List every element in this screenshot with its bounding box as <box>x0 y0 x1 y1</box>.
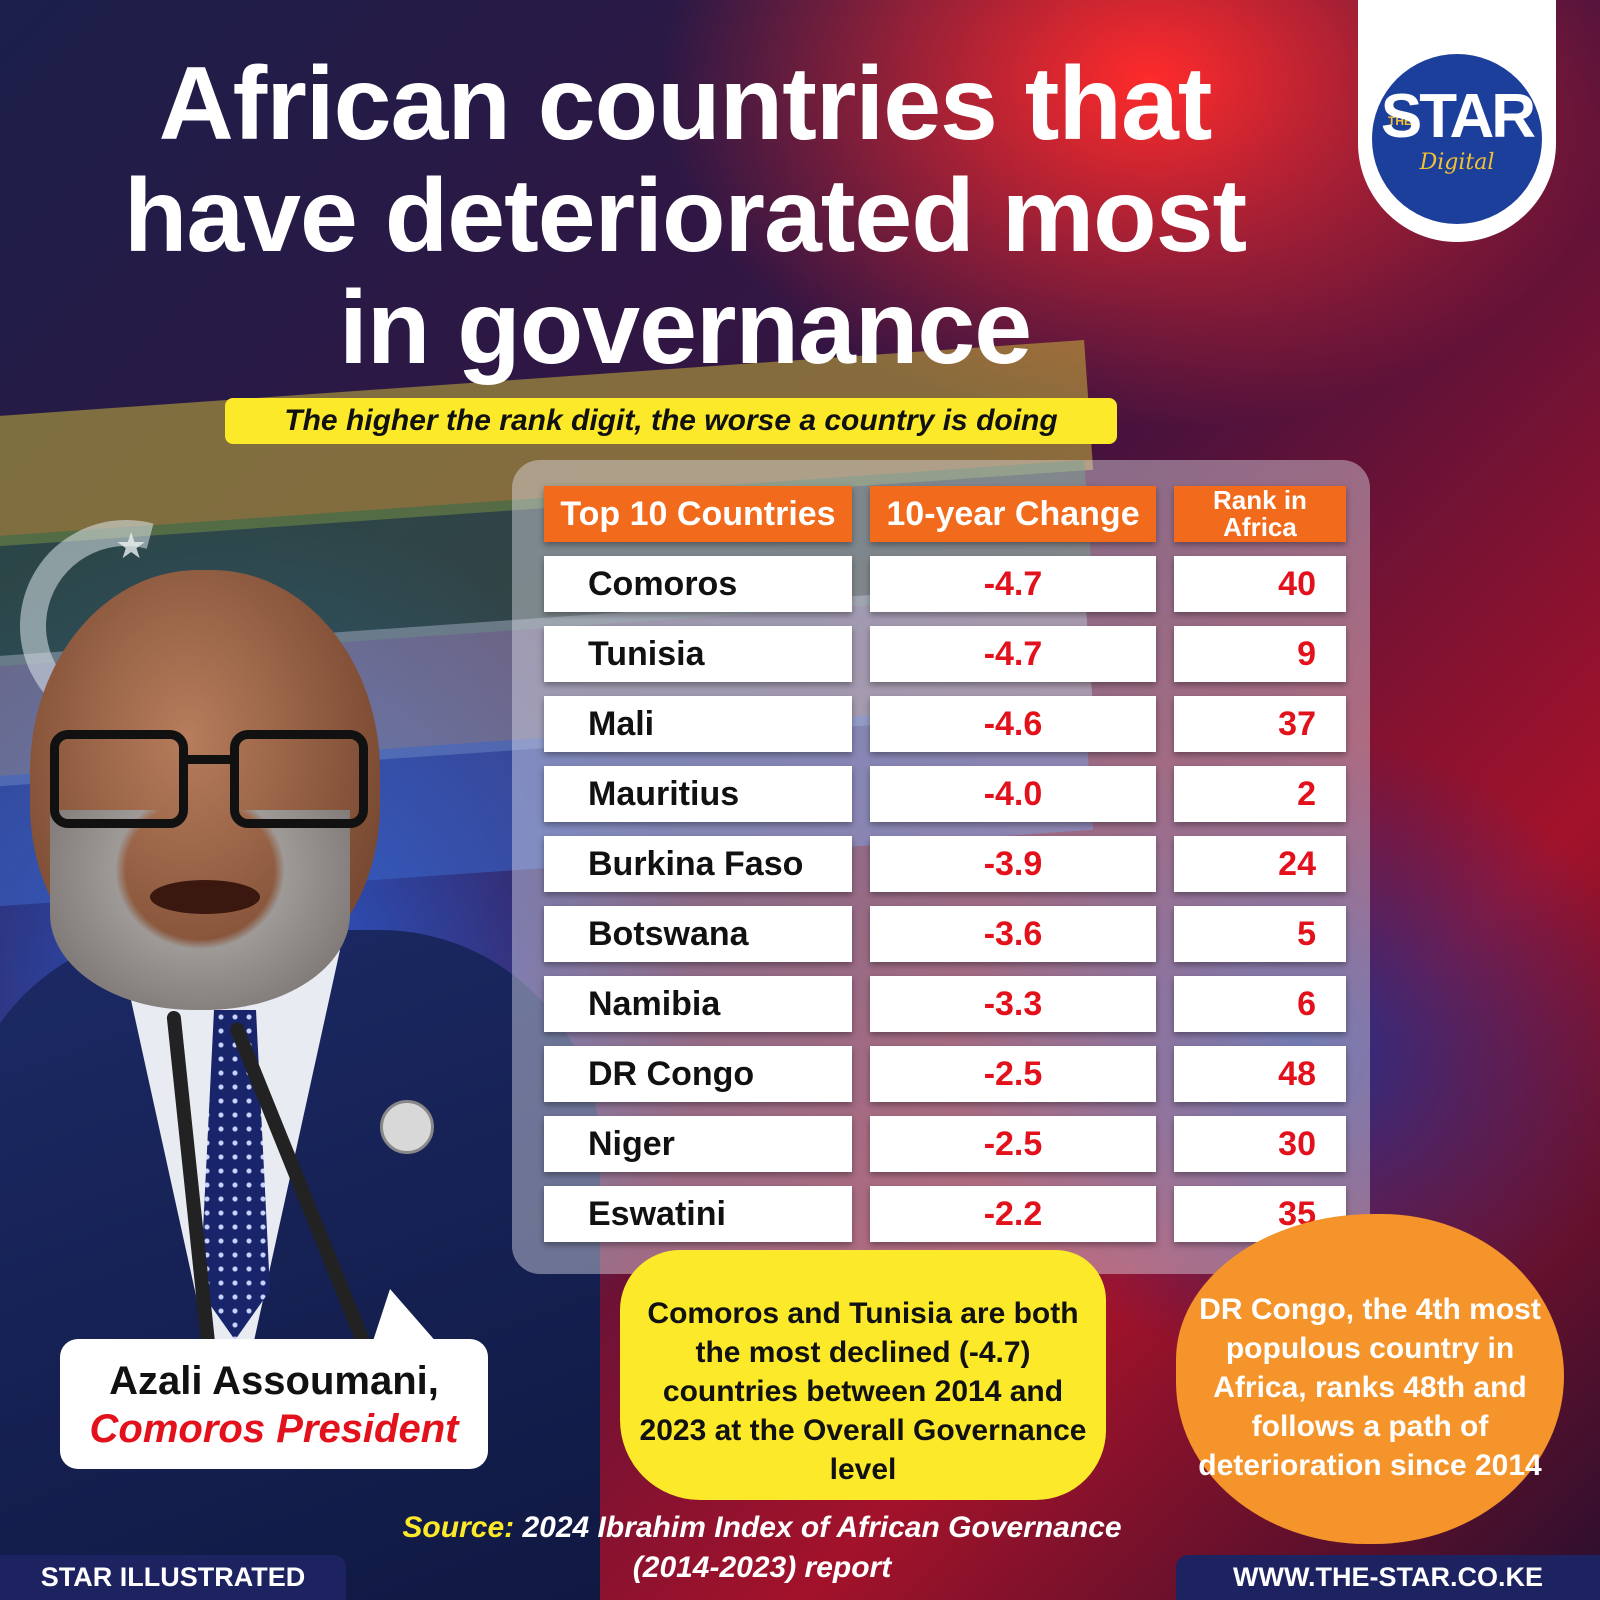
table-cell-rank: 40 <box>1174 556 1346 612</box>
table-cell-country: Comoros <box>544 556 852 612</box>
table-cell-country: Botswana <box>544 906 852 962</box>
lapel-pin <box>380 1100 434 1154</box>
logo-badge: THE STAR Digital <box>1372 54 1542 224</box>
table-cell-change: -4.7 <box>870 556 1156 612</box>
star-logo[interactable]: THE STAR Digital <box>1358 0 1556 242</box>
table-cell-rank: 2 <box>1174 766 1346 822</box>
table-cell-change: -2.5 <box>870 1046 1156 1102</box>
logo-prefix: THE <box>1388 114 1412 128</box>
source-text: 2024 Ibrahim Index of African Governance… <box>522 1511 1122 1584</box>
table-cell-country: Namibia <box>544 976 852 1032</box>
table-cell-change: -2.2 <box>870 1186 1156 1242</box>
speaker-photo <box>0 540 600 1600</box>
column-header-rank: Rank in Africa <box>1174 486 1346 542</box>
table-cell-country: DR Congo <box>544 1046 852 1102</box>
column-header-change: 10-year Change <box>870 486 1156 542</box>
table-cell-change: -2.5 <box>870 1116 1156 1172</box>
speaker-caption: Azali Assoumani, Comoros President <box>60 1289 488 1469</box>
table-cell-rank: 48 <box>1174 1046 1346 1102</box>
speech-bubble-tail <box>372 1289 438 1344</box>
table-cell-rank: 9 <box>1174 626 1346 682</box>
table-cell-country: Mali <box>544 696 852 752</box>
table-cell-change: -4.0 <box>870 766 1156 822</box>
source-label: Source: <box>402 1511 515 1544</box>
glasses-right-lens <box>230 730 368 828</box>
table-cell-change: -4.6 <box>870 696 1156 752</box>
glasses-left-lens <box>50 730 188 828</box>
column-header-country: Top 10 Countries <box>544 486 852 542</box>
source-note: Source: 2024 Ibrahim Index of African Go… <box>392 1508 1132 1588</box>
footer-brand-label: STAR ILLUSTRATED <box>0 1555 346 1600</box>
table-cell-country: Mauritius <box>544 766 852 822</box>
table-cell-country: Burkina Faso <box>544 836 852 892</box>
callout-comoros-tunisia: Comoros and Tunisia are both the most de… <box>620 1250 1106 1500</box>
footer-website-link[interactable]: WWW.THE-STAR.CO.KE <box>1176 1555 1600 1600</box>
subtitle-banner: The higher the rank digit, the worse a c… <box>225 398 1117 444</box>
glasses-bridge <box>188 755 238 764</box>
table-cell-change: -3.6 <box>870 906 1156 962</box>
table-cell-country: Tunisia <box>544 626 852 682</box>
table-cell-country: Niger <box>544 1116 852 1172</box>
table-cell-rank: 30 <box>1174 1116 1346 1172</box>
table-cell-change: -3.3 <box>870 976 1156 1032</box>
table-cell-change: -3.9 <box>870 836 1156 892</box>
table-cell-rank: 5 <box>1174 906 1346 962</box>
callout-dr-congo: DR Congo, the 4th most populous country … <box>1176 1214 1564 1544</box>
speaker-name: Azali Assoumani, <box>109 1359 439 1403</box>
table-cell-change: -4.7 <box>870 626 1156 682</box>
speaker-role: Comoros President <box>89 1407 459 1451</box>
flag-star-icon: ★ <box>115 525 148 566</box>
table-cell-rank: 6 <box>1174 976 1346 1032</box>
logo-suffix: Digital <box>1419 150 1495 175</box>
table-cell-rank: 37 <box>1174 696 1346 752</box>
mouth <box>150 880 260 914</box>
table-cell-rank: 24 <box>1174 836 1346 892</box>
table-cell-country: Eswatini <box>544 1186 852 1242</box>
logo-name: STAR <box>1380 82 1536 151</box>
page-title: African countries that have deteriorated… <box>123 46 1247 386</box>
